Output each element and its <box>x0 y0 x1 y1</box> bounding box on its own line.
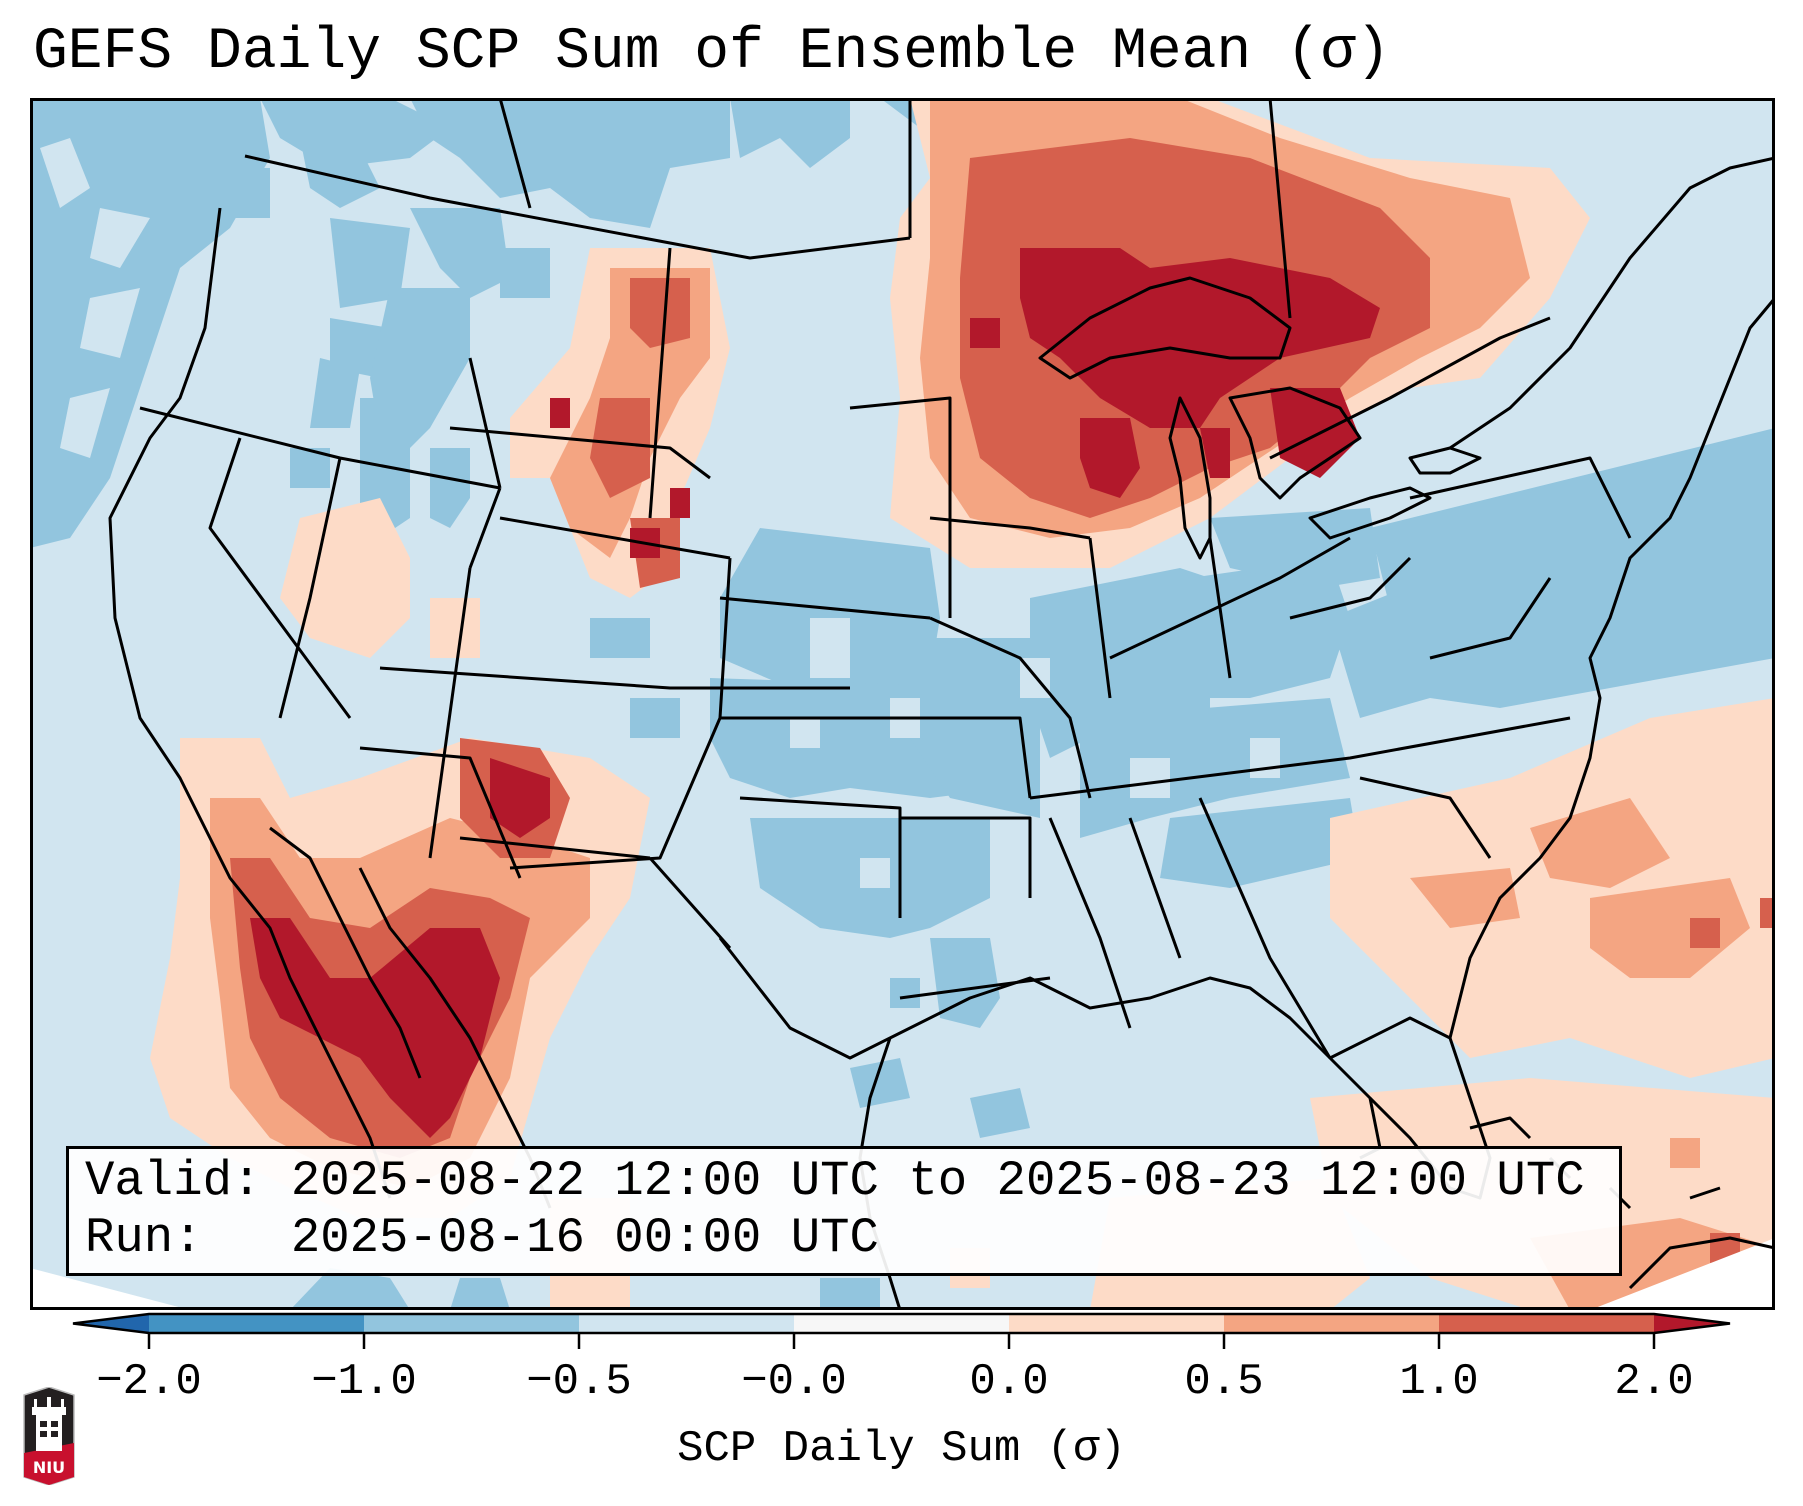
field-blue-atlantic <box>1210 428 1775 708</box>
coastline-west <box>108 207 392 1199</box>
run-time-text: Run: 2025-08-16 00:00 UTC <box>85 1210 879 1266</box>
map-panel <box>30 98 1775 1310</box>
field-warm-greatbasin <box>280 498 480 658</box>
anomaly-field <box>30 98 1775 1310</box>
colorbar-bin <box>149 1314 365 1333</box>
colorbar-bin <box>364 1314 580 1333</box>
field-blue-central <box>590 528 1460 938</box>
svg-text:NIU: NIU <box>33 1458 65 1477</box>
state-borders <box>139 247 1632 1059</box>
map-canvas <box>30 98 1775 1310</box>
colorbar-tick-label: −0.0 <box>741 1357 847 1407</box>
colorbar-bin <box>794 1314 1010 1333</box>
map-outside-bottomright <box>1590 1238 1775 1310</box>
niu-logo: NIU <box>23 1387 75 1485</box>
lake-michigan <box>1168 396 1212 560</box>
colorbar-bin <box>1009 1314 1225 1333</box>
colorbar-bin <box>1224 1314 1440 1333</box>
lake-erie <box>1308 486 1432 540</box>
field-warm-wyoming <box>510 248 730 598</box>
field-lightblue-pacific-streaks <box>40 138 150 458</box>
lake-ontario <box>1408 446 1482 475</box>
colorbar-tick-label: 0.5 <box>1184 1357 1264 1407</box>
colorbar-bin <box>1439 1314 1655 1333</box>
field-warm-southwest <box>150 738 650 1218</box>
lake-huron <box>1228 386 1362 500</box>
field-warm-greatlakes <box>890 98 1590 568</box>
colorbar-tick-label: −0.5 <box>526 1357 632 1407</box>
border-canadian-provinces <box>498 98 1292 319</box>
colorbar-tick-label: 2.0 <box>1614 1357 1694 1407</box>
colorbar-tick-label: 1.0 <box>1399 1357 1479 1407</box>
valid-time-text: Valid: 2025-08-22 12:00 UTC to 2025-08-2… <box>85 1153 1585 1209</box>
colorbar-extend-over <box>1654 1314 1730 1333</box>
coastline-caribbean <box>1628 1236 1775 1290</box>
colorbar-tick-label: 0.0 <box>969 1357 1049 1407</box>
colorbar-tick-label: −1.0 <box>311 1357 417 1407</box>
coastline-baja <box>269 826 422 1079</box>
colorbar <box>72 1312 1731 1349</box>
border-canada-us <box>244 154 911 260</box>
colorbar-bin <box>579 1314 795 1333</box>
lake-superior <box>1038 276 1292 380</box>
colorbar-tick-label: −2.0 <box>96 1357 202 1407</box>
map-outside-bottomleft <box>30 1268 190 1310</box>
coastline-st-lawrence <box>1449 156 1775 450</box>
border-canada-us-east <box>1269 316 1551 460</box>
coastline-east <box>1448 297 1775 1039</box>
field-blue-gulf <box>290 938 1030 1310</box>
colorbar-extend-under <box>73 1314 149 1333</box>
valid-run-info-box: Valid: 2025-08-22 12:00 UTC to 2025-08-2… <box>66 1146 1622 1276</box>
colorbar-label: SCP Daily Sum (σ) <box>677 1424 1126 1474</box>
chart-title: GEFS Daily SCP Sum of Ensemble Mean (σ) <box>33 20 1391 85</box>
map-border <box>30 98 1775 1310</box>
coastline-gulf <box>718 937 1382 1160</box>
field-lightblue-central-spots <box>790 618 1280 888</box>
